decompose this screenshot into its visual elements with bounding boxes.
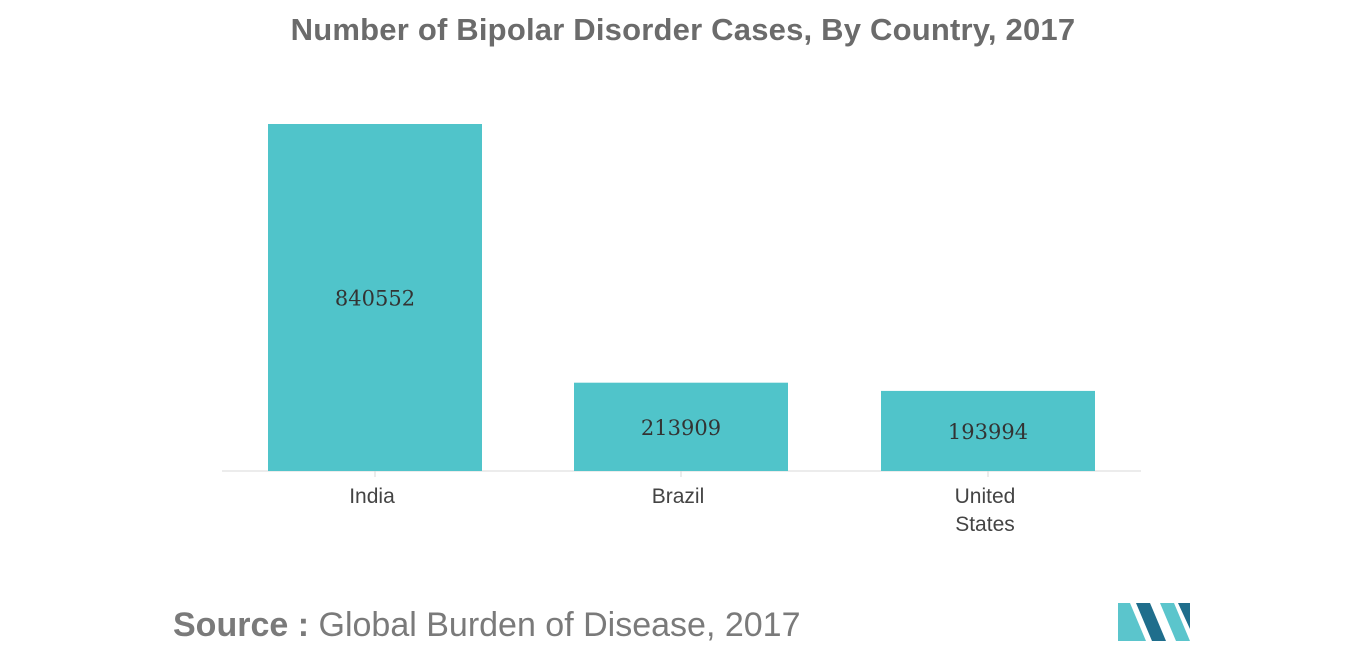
x-tick-label-line: States [955, 513, 1015, 536]
data-label: 840552 [335, 287, 415, 311]
chart-title: Number of Bipolar Disorder Cases, By Cou… [290, 12, 1076, 47]
logo-shape-mid [1136, 603, 1166, 641]
source-text: Global Burden of Disease, 2017 [318, 606, 801, 644]
logo-shape-left [1118, 603, 1146, 641]
x-tick-label: United States [955, 485, 1016, 536]
x-tick-label-line: Brazil [652, 485, 705, 508]
brand-logo-icon [1118, 603, 1190, 641]
source-note: Source : Global Burden of Disease, 2017 [173, 606, 800, 645]
bar-chart: 840552 India 213909 Brazil 193994 United State… [222, 124, 1141, 536]
bar-india [268, 124, 482, 471]
logo-shape-right-tail [1178, 603, 1190, 629]
x-tick-label: Brazil [652, 485, 705, 508]
data-label: 193994 [948, 420, 1028, 444]
logo-shape-right [1160, 603, 1190, 641]
source-label: Source : [173, 606, 310, 644]
x-tick-label-line: United [955, 485, 1016, 508]
data-label: 213909 [641, 416, 721, 440]
x-tick-label-line: India [349, 485, 395, 508]
bar-brazil [574, 382, 788, 471]
bar-united-states [881, 390, 1095, 471]
x-tick-label: India [349, 485, 395, 508]
